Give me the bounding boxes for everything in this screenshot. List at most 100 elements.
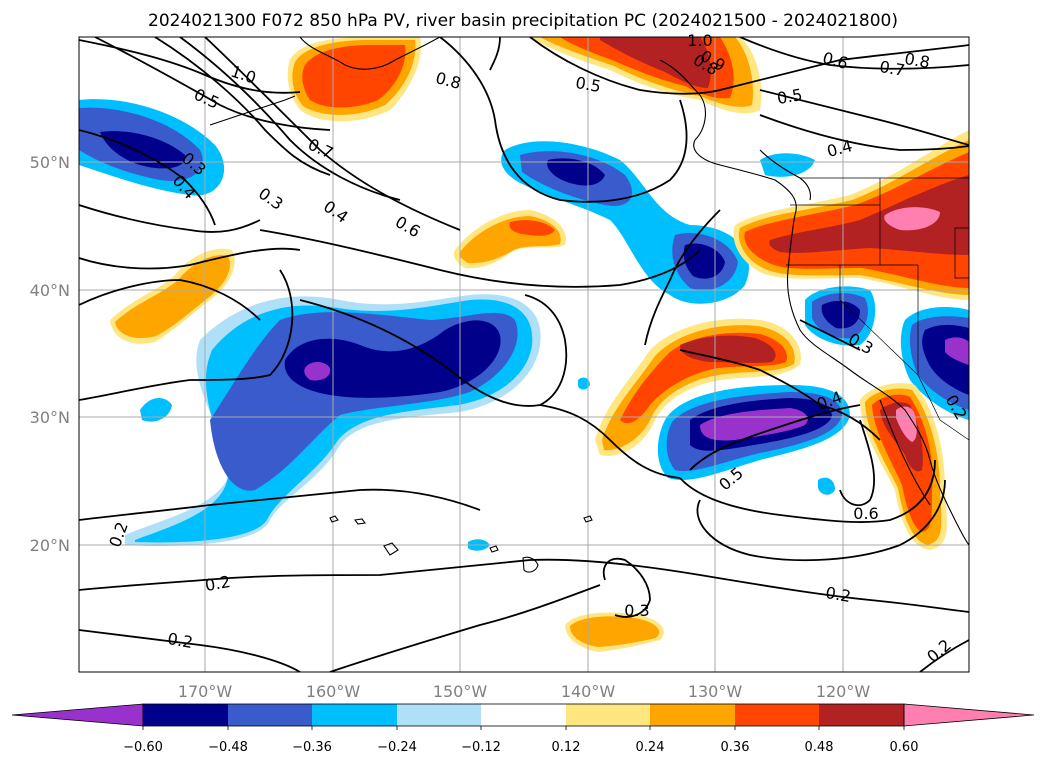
colorbar-frame [142,703,905,727]
contour-14 [919,639,969,672]
contour-17 [529,37,969,95]
colorbar-tick-label: −0.12 [461,740,501,755]
border-box [954,227,969,279]
longitude-tick-label: 150°W [433,682,488,701]
latitude-tick-labels: 50°N 40°N 30°N 20°N [30,153,70,555]
map-frame [78,36,970,673]
colorbar-tick-label: 0.12 [552,740,581,755]
contour-32 [799,319,861,351]
shaded-fields [79,37,969,652]
colorbar-extend-left [11,703,144,727]
contour-9 [79,269,294,401]
contour-21 [79,279,261,321]
longitude-tick-label: 170°W [178,682,233,701]
colorbar-segment [481,704,566,726]
colorbar-tick-label: 0.60 [890,740,919,755]
latitude-tick-label: 40°N [30,281,70,300]
neg-region-southwest-purple [945,337,969,365]
contour-label: 0.5 [776,85,804,108]
pv-contours [79,37,969,672]
border-az [917,374,969,441]
colorbar-tick-labels: −0.60 −0.48 −0.36 −0.24 −0.12 0.12 0.24 0.36 0.4… [123,726,918,755]
pos-region-pacnw-dark [769,175,969,255]
contour-23 [299,294,568,407]
contour-label: 0.5 [574,73,602,96]
contour-label: 0.3 [624,601,649,620]
contour-16 [439,37,688,203]
coastline-baja [879,399,931,506]
colorbar-tick-label: 0.24 [636,740,665,755]
coastline-hawaii-1 [522,556,539,573]
longitude-tick-label: 120°W [816,682,871,701]
colorbar-tick-label: −0.36 [292,740,332,755]
neg-region-gulf-alaska-dark [547,158,605,186]
neg-region-aleutian-center [100,131,186,169]
coastline-hawaii-3 [383,542,399,556]
colorbar-tick-label: 0.48 [805,740,834,755]
colorbar-segment [650,704,735,726]
contour-label: 0.7 [878,57,906,80]
longitude-tick-label: 130°W [688,682,743,701]
latitude-tick-label: 30°N [30,408,70,427]
contour-24 [539,404,681,479]
neg-region-small-5 [760,153,815,177]
contour-8 [79,247,301,270]
pos-region-south-core [570,616,660,647]
neg-region-central-pacific-purple [304,362,331,381]
contour-33 [489,37,501,71]
contour-label: 0.6 [853,504,878,523]
colorbar-segment [566,704,650,726]
pos-region-bc-coast-dark [600,37,711,88]
pos-region-baja-pink [896,406,917,442]
contour-11 [79,558,969,613]
coastline-hawaii-4 [354,518,366,525]
pos-region-alaska-inner [302,45,406,108]
colorbar-segment [397,704,481,726]
map-title: 2024021300 F072 850 hPa PV, river basin … [148,11,898,31]
contour-30 [679,349,821,406]
contour-label: 0.2 [824,583,852,606]
colorbar-tick-label: −0.60 [123,740,163,755]
neg-region-small-4 [818,477,835,495]
contour-13 [329,584,601,672]
colorbar-extend-right [903,703,1035,727]
contour-20 [759,114,969,151]
pos-region-midlat-inner [509,220,555,236]
coastline-hawaii-2 [489,545,499,553]
contour-15 [602,557,651,618]
neg-region-central-pacific-dark [284,320,501,398]
colorbar-tick-label: −0.48 [208,740,248,755]
longitude-tick-labels: 170°W 160°W 150°W 140°W 130°W 120°W [178,682,871,701]
contour-28 [839,419,876,507]
contour-2 [94,37,331,131]
contour-25 [679,459,936,523]
coastline-aleutians [209,95,296,126]
coastline-hawaii-5 [329,515,339,523]
contour-label: 0.2 [204,572,232,595]
negative-pc-regions [79,99,969,551]
neg-region-small-3 [578,377,590,390]
positive-pc-regions [110,37,969,652]
neg-region-small-1 [140,398,172,422]
contour-label: 1.0 [687,31,712,50]
contour-19 [759,89,969,146]
coastline-bc-panhandle [659,59,969,546]
state-borders [786,177,969,441]
contour-18 [739,37,969,70]
pos-region-pacnw-pink [884,207,940,231]
colorbar-segment [312,704,397,726]
contour-label: 0.8 [903,49,931,72]
colorbar-tick-label: 0.36 [721,740,750,755]
contour-29 [644,209,721,346]
colorbar [11,703,1035,727]
contour-label: 0.2 [166,629,194,652]
contour-12 [79,629,301,672]
longitude-tick-label: 140°W [561,682,616,701]
contour-27 [696,479,946,562]
coastlines [209,37,969,573]
longitude-tick-label: 160°W [306,682,361,701]
border-ca-nv [839,265,919,376]
contour-31 [819,404,881,441]
colorbar-segment [735,704,819,726]
